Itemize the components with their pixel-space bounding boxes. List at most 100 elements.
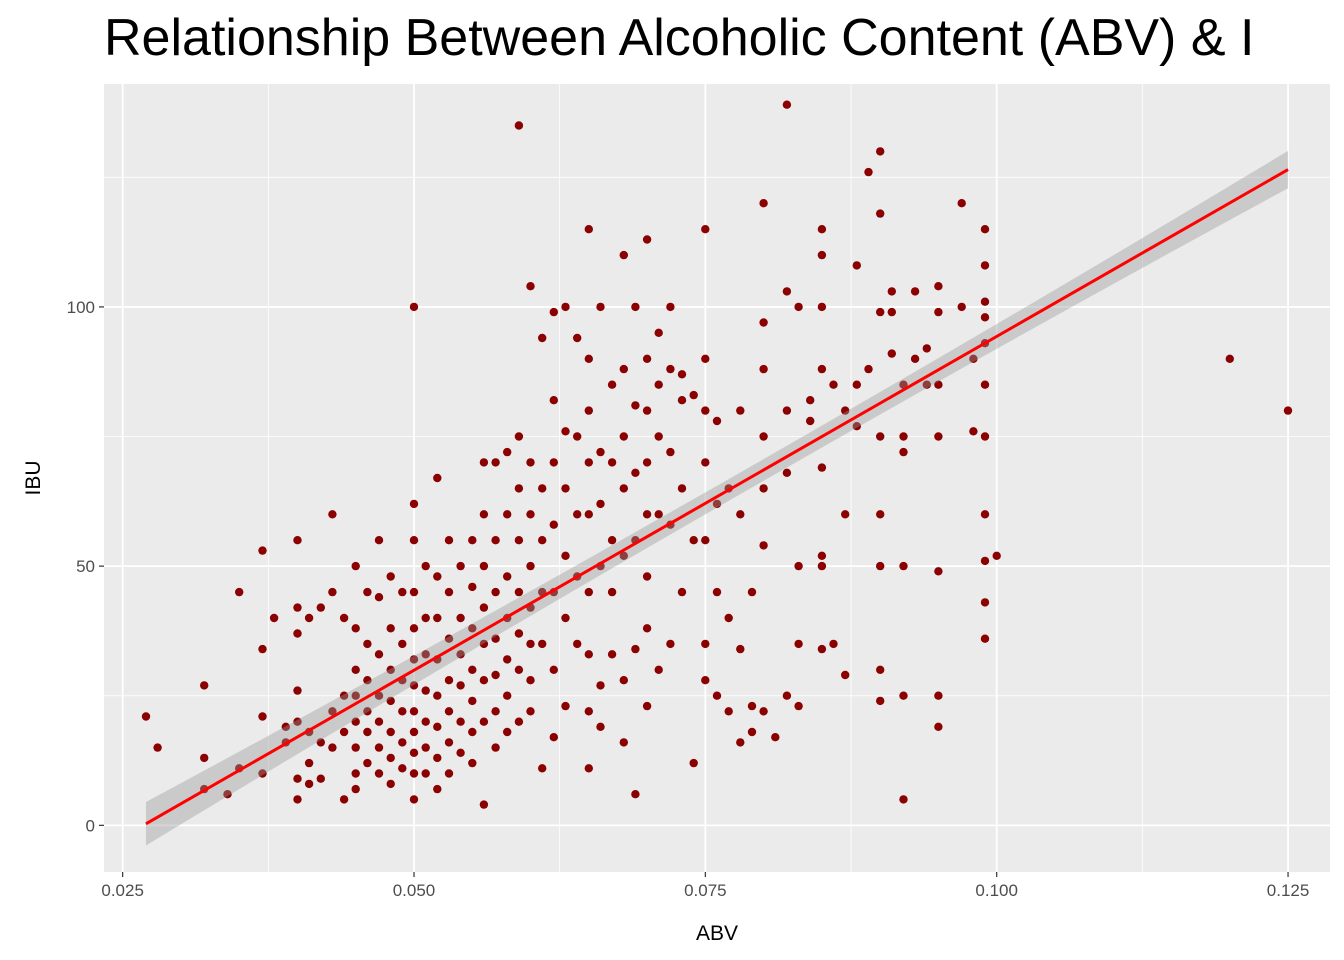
data-point [607,380,617,389]
data-point [526,282,535,291]
data-point [584,458,593,467]
data-point [409,707,419,716]
data-point [468,696,477,706]
data-point [479,561,489,571]
data-point [468,536,477,545]
data-point [526,458,535,467]
data-point [957,302,966,312]
data-point [351,665,360,674]
data-point [526,510,535,519]
data-point [456,613,465,623]
data-point [339,795,349,804]
data-point [934,282,943,291]
data-point [456,681,465,690]
data-point [829,380,838,389]
y-axis-ticks: 0 50 100 [67,298,104,835]
data-point [619,432,628,441]
data-point [654,665,663,674]
data-point [794,701,803,711]
data-point [654,380,663,389]
data-point [876,209,885,218]
data-point [712,691,722,700]
data-point [386,779,395,789]
data-point [631,468,640,477]
data-point [1225,354,1235,363]
data-point [806,396,815,405]
data-point [351,717,360,726]
data-point [374,536,384,545]
data-point [421,743,430,752]
data-point [503,572,512,581]
data-point [736,644,745,654]
x-tick-label: 0.125 [1267,881,1310,900]
data-point [573,432,582,441]
data-point [922,344,931,353]
data-point [852,261,861,270]
data-point [491,536,500,545]
data-point [677,370,687,379]
data-point [689,758,698,768]
data-point [747,701,757,711]
data-point [421,650,430,659]
data-point [596,722,605,731]
data-point [409,624,419,633]
data-point [794,561,803,571]
data-point [514,536,524,545]
data-points [141,100,1293,809]
data-point [491,670,500,680]
data-point [444,587,454,597]
data-point [607,587,617,597]
data-point [864,364,873,374]
data-point [363,727,372,737]
data-point [503,510,512,519]
data-point [642,235,652,244]
data-point [409,536,419,545]
data-point [841,670,850,680]
data-point [701,354,710,363]
data-point [701,676,710,685]
data-point [386,753,395,763]
data-point [538,484,547,493]
data-point [514,432,524,441]
data-point [409,769,419,778]
data-point [934,432,943,441]
data-point [503,655,512,664]
data-point [549,396,558,405]
data-point [561,427,570,436]
data-point [328,707,337,716]
data-point [980,225,990,234]
data-point [363,639,372,649]
data-point [666,447,675,457]
data-point [841,406,850,415]
data-point [654,510,663,519]
data-point [817,250,827,260]
minor-gridlines [104,84,1330,872]
data-point [479,603,489,612]
data-point [712,499,722,509]
data-point [631,401,640,410]
data-point [456,650,465,659]
data-point [887,307,896,317]
data-point [642,406,652,415]
data-point [619,738,628,747]
data-point [736,510,745,519]
data-point [479,639,489,649]
data-point [479,717,489,726]
data-point [607,650,617,659]
data-point [724,707,733,716]
data-point [759,364,768,374]
data-point [468,624,477,633]
plot-panel [104,84,1330,872]
data-point [899,561,908,571]
data-point [922,380,931,389]
data-point [235,587,244,597]
data-point [934,722,943,731]
data-point [293,717,302,726]
data-point [642,354,652,363]
data-point [328,743,337,752]
data-point [468,758,477,768]
data-point [153,743,162,752]
data-point [374,593,384,602]
data-point [596,447,605,457]
